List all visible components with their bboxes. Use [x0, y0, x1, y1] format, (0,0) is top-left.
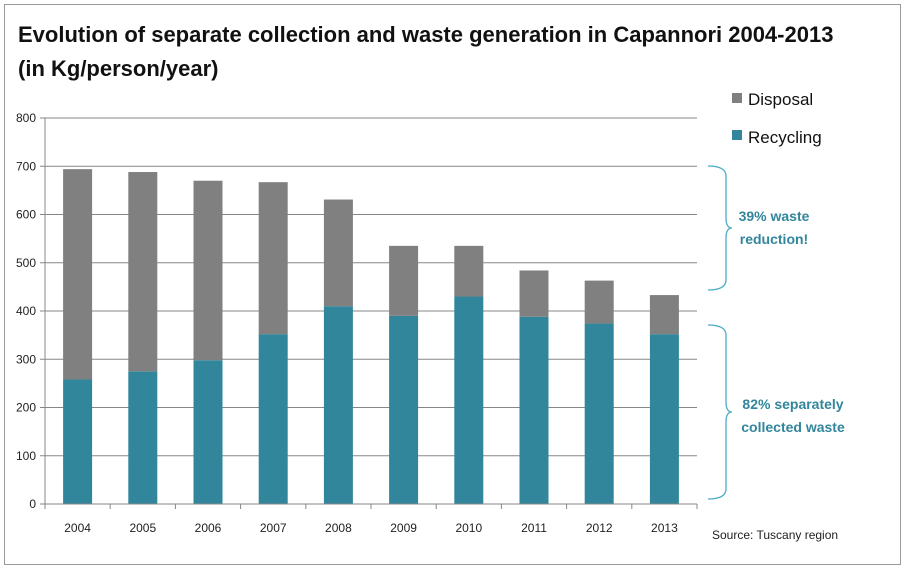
x-tick-label: 2009 — [390, 521, 417, 535]
bar-recycling-2006 — [193, 360, 223, 504]
x-tick-label: 2004 — [64, 521, 91, 535]
bar-recycling-2008 — [323, 306, 353, 504]
bar-recycling-2004 — [63, 379, 93, 504]
bar-disposal-2005 — [128, 172, 158, 372]
legend-label-disposal: Disposal — [748, 90, 813, 109]
reduction-brace — [707, 165, 733, 291]
y-tick-label: 700 — [16, 159, 36, 173]
y-tick-label: 300 — [16, 352, 36, 366]
reduction-annotation-line-1: 39% waste — [739, 208, 810, 224]
x-tick-label: 2010 — [455, 521, 482, 535]
collected-annotation-line-1: 82% separately — [742, 396, 843, 412]
x-tick-label: 2013 — [651, 521, 678, 535]
bar-disposal-2011 — [519, 270, 549, 317]
collected-annotation-line-2: collected waste — [741, 419, 845, 435]
bar-recycling-2012 — [584, 323, 614, 504]
reduction-annotation-line-2: reduction! — [740, 231, 808, 247]
bar-recycling-2013 — [649, 334, 679, 504]
legend: Disposal Recycling — [732, 90, 822, 147]
y-tick-label: 500 — [16, 256, 36, 270]
legend-label-recycling: Recycling — [748, 128, 822, 147]
bar-recycling-2007 — [258, 334, 288, 504]
x-tick-label: 2008 — [325, 521, 352, 535]
bar-disposal-2012 — [584, 280, 614, 324]
chart-title-line-1: Evolution of separate collection and was… — [18, 22, 834, 47]
bar-recycling-2005 — [128, 371, 158, 504]
axis-layer — [40, 117, 698, 509]
collected-brace — [707, 324, 733, 500]
legend-swatch-recycling — [732, 130, 742, 140]
y-tick-label: 400 — [16, 304, 36, 318]
chart-title-line-2: (in Kg/person/year) — [18, 56, 219, 81]
bar-recycling-2010 — [454, 296, 484, 504]
y-tick-label: 100 — [16, 449, 36, 463]
y-tick-label: 200 — [16, 401, 36, 415]
y-tick-label: 800 — [16, 111, 36, 125]
bar-disposal-2006 — [193, 180, 223, 361]
bars-layer — [63, 169, 679, 504]
chart-title: Evolution of separate collection and was… — [18, 18, 833, 86]
bar-disposal-2013 — [649, 295, 679, 335]
source-note: Source: Tuscany region — [712, 528, 838, 542]
bar-disposal-2008 — [323, 199, 353, 307]
bar-recycling-2009 — [389, 315, 419, 504]
x-tick-label: 2005 — [129, 521, 156, 535]
y-tick-label: 0 — [29, 497, 36, 511]
x-tick-label: 2011 — [521, 521, 547, 535]
y-tick-labels: 0 100 200 300 400 500 600 700 800 — [16, 111, 36, 511]
x-tick-label: 2006 — [195, 521, 222, 535]
y-tick-label: 600 — [16, 208, 36, 222]
bar-recycling-2011 — [519, 316, 549, 504]
x-tick-label: 2007 — [260, 521, 287, 535]
legend-swatch-disposal — [732, 93, 742, 103]
bar-disposal-2010 — [454, 245, 484, 297]
bar-disposal-2009 — [389, 245, 419, 316]
x-tick-labels: 2004 2005 2006 2007 2008 2009 2010 2011 2012 2013 — [64, 521, 678, 535]
x-tick-label: 2012 — [586, 521, 613, 535]
bar-disposal-2007 — [258, 182, 288, 335]
bar-disposal-2004 — [63, 169, 93, 380]
